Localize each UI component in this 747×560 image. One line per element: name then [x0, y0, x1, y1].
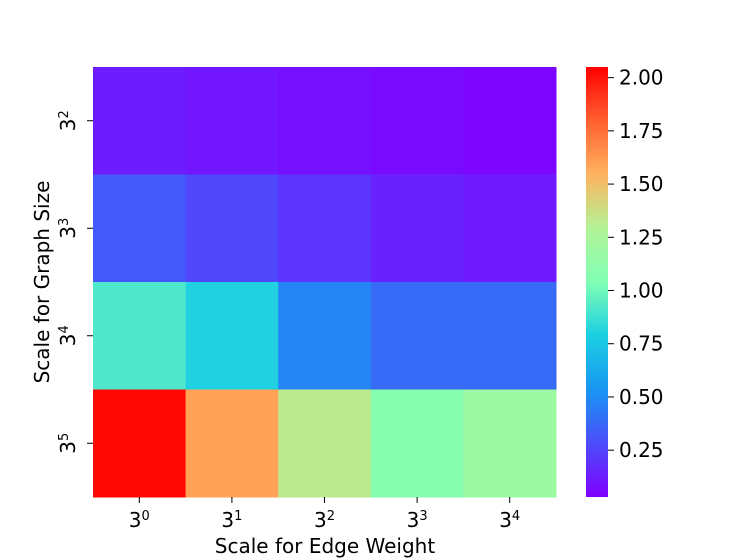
- colorbar-tick-label: 0.75: [619, 332, 664, 356]
- heatmap-cell: [93, 282, 187, 390]
- y-tick-label: 35: [56, 433, 80, 454]
- heatmap-cell: [278, 282, 372, 390]
- heatmap-cell: [370, 174, 464, 283]
- heatmap-cell: [463, 67, 557, 175]
- heatmap-cell: [463, 174, 557, 283]
- heatmap-cell: [185, 389, 279, 498]
- colorbar-tick-label: 1.00: [619, 279, 664, 303]
- heatmap-cell: [93, 389, 187, 498]
- heatmap-cell: [370, 282, 464, 390]
- heatmap-cells: [93, 67, 557, 498]
- x-tick-label: 31: [221, 508, 242, 532]
- heatmap-cell: [463, 389, 557, 498]
- heatmap-cell: [463, 282, 557, 390]
- y-axis: 32 33 34 35: [56, 110, 93, 454]
- colorbar-tick-label: 0.25: [619, 438, 664, 462]
- colorbar: [586, 67, 608, 497]
- x-axis-label: Scale for Edge Weight: [215, 534, 436, 558]
- x-axis: 30 31 32 33 34: [129, 497, 520, 532]
- y-tick-label: 34: [56, 325, 80, 346]
- colorbar-ticks: 0.25 0.50 0.75 1.00 1.25 1.50 1.75 2.00: [608, 66, 664, 462]
- colorbar-tick-label: 0.50: [619, 385, 664, 409]
- x-tick-label: 32: [314, 508, 335, 532]
- colorbar-tick-label: 1.75: [619, 119, 664, 143]
- colorbar-tick-label: 1.50: [619, 172, 664, 196]
- y-tick-label: 33: [56, 218, 80, 239]
- heatmap-cell: [93, 67, 187, 175]
- x-tick-label: 34: [499, 508, 520, 532]
- heatmap-cell: [278, 174, 372, 283]
- heatmap-cell: [185, 67, 279, 175]
- heatmap-cell: [278, 389, 372, 498]
- colorbar-tick-label: 1.25: [619, 225, 664, 249]
- heatmap-cell: [370, 67, 464, 175]
- colorbar-tick-label: 2.00: [619, 66, 664, 90]
- x-tick-label: 30: [129, 508, 150, 532]
- y-tick-label: 32: [56, 110, 80, 131]
- heatmap-cell: [370, 389, 464, 498]
- heatmap-cell: [93, 174, 187, 283]
- heatmap-cell: [185, 174, 279, 283]
- x-tick-label: 33: [407, 508, 428, 532]
- y-axis-label: Scale for Graph Size: [30, 181, 54, 384]
- heatmap-cell: [185, 282, 279, 390]
- heatmap-cell: [278, 67, 372, 175]
